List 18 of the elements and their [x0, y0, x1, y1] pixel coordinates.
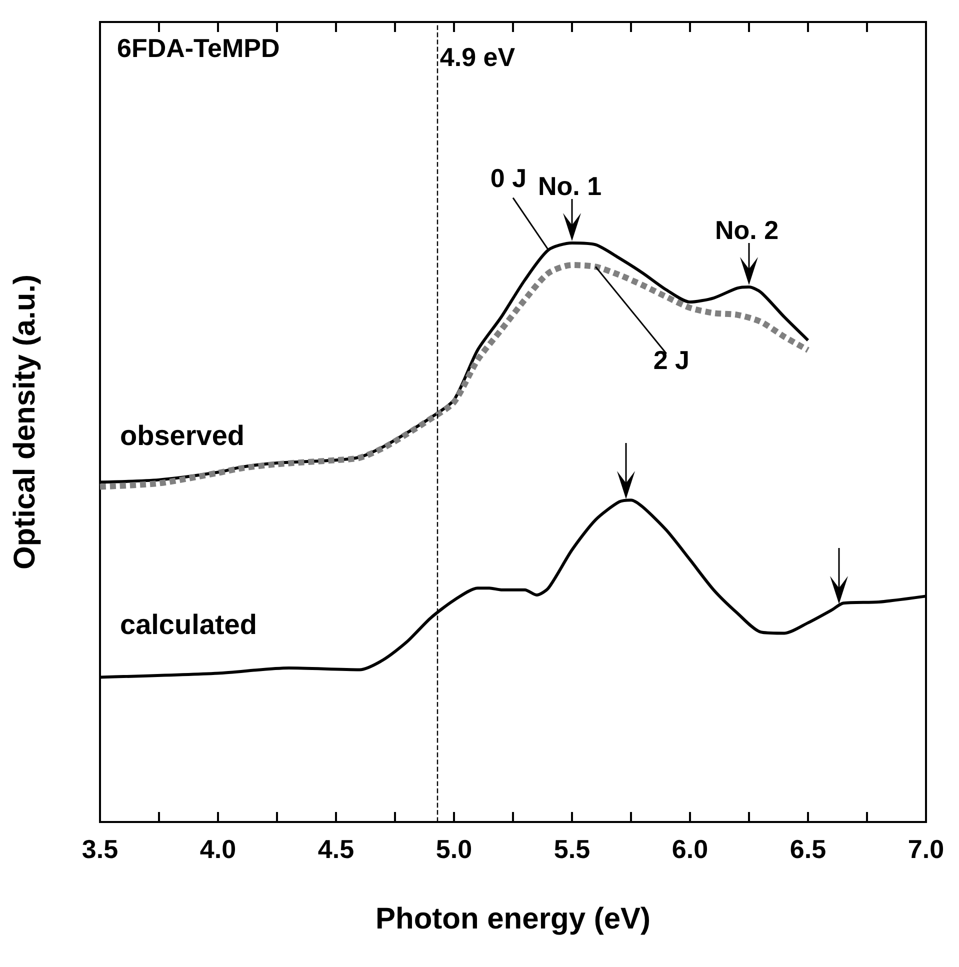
ref-line-label: 4.9 eV [440, 42, 516, 72]
text: 0 J [490, 163, 527, 194]
x-tick-label: 6.0 [672, 834, 708, 864]
x-tick-label: 6.5 [790, 834, 826, 864]
x-tick-label: 3.5 [82, 834, 118, 864]
y-axis-title: Optical density (a.u.) [8, 274, 42, 570]
x-tick-label: 4.5 [318, 834, 354, 864]
annotation: No. 1 [538, 171, 602, 201]
x-tick-label: 5.5 [554, 834, 590, 864]
x-tick-label: 7.0 [908, 834, 944, 864]
series-label: calculated [120, 609, 257, 640]
x-tick-label: 5.0 [436, 834, 472, 864]
x-axis-title: Photon energy (eV) [375, 902, 651, 936]
chart-title: 6FDA-TeMPD [117, 33, 280, 63]
x-tick-label: 4.0 [200, 834, 236, 864]
annotation: observed [120, 420, 244, 452]
series-label: 2 J [653, 344, 690, 375]
annotation: No. 2 [715, 215, 779, 245]
